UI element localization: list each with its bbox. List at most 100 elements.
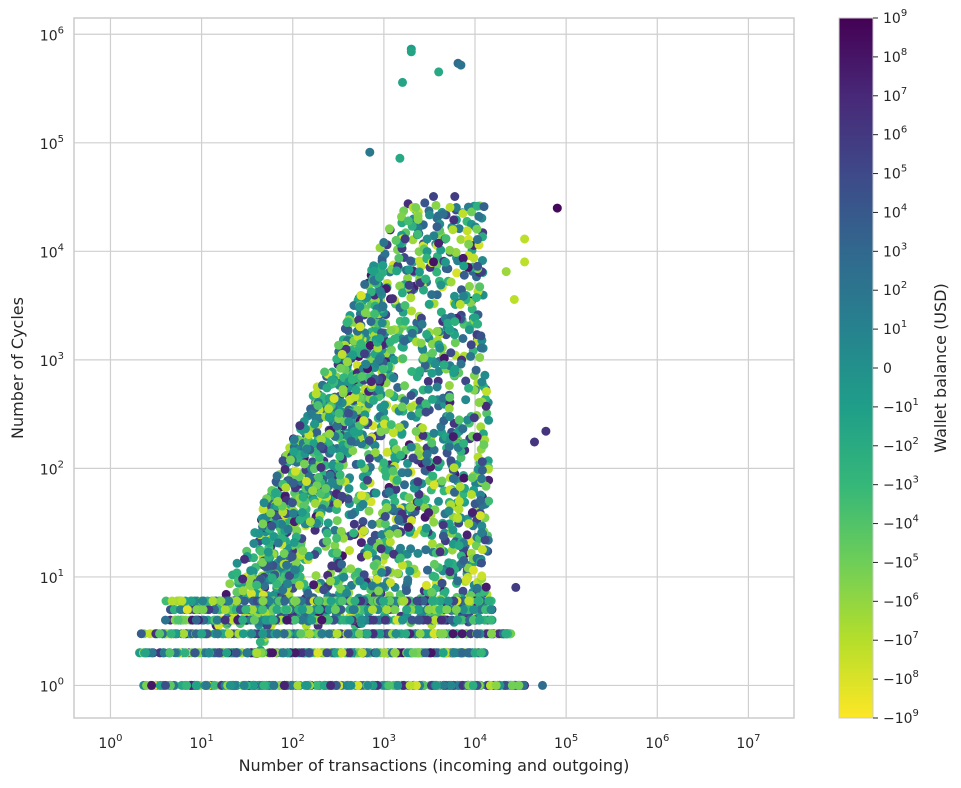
data-point <box>161 615 170 625</box>
data-point <box>511 582 521 592</box>
data-point <box>434 366 444 376</box>
data-point <box>290 615 300 625</box>
data-point <box>454 415 464 425</box>
data-point <box>346 564 356 574</box>
data-point <box>337 349 347 359</box>
data-point <box>428 471 438 481</box>
data-point <box>476 331 486 341</box>
data-point <box>413 548 423 558</box>
data-point <box>360 308 370 318</box>
data-point <box>415 267 424 277</box>
data-point <box>356 538 366 548</box>
data-point <box>399 596 409 606</box>
data-point <box>261 536 271 546</box>
data-point <box>248 680 257 690</box>
data-point <box>319 585 329 595</box>
data-point <box>295 580 305 590</box>
data-point <box>327 561 337 571</box>
data-point <box>435 547 445 557</box>
data-point <box>273 538 283 548</box>
data-point <box>379 458 389 468</box>
data-point <box>343 629 353 639</box>
data-point <box>448 629 458 639</box>
data-point <box>314 472 324 482</box>
data-point <box>453 513 463 523</box>
data-point <box>370 309 380 319</box>
data-point <box>462 575 472 585</box>
data-point <box>552 203 562 213</box>
data-point <box>382 447 392 457</box>
data-point <box>324 412 334 422</box>
data-point <box>313 648 323 658</box>
data-point <box>369 266 379 276</box>
data-point <box>302 680 312 690</box>
data-point <box>405 680 415 690</box>
data-point <box>347 510 357 520</box>
data-point <box>270 488 280 498</box>
data-point <box>538 680 547 690</box>
data-point <box>456 453 466 463</box>
data-point <box>436 280 446 290</box>
data-point <box>259 498 269 508</box>
data-point <box>356 459 366 469</box>
data-point <box>327 375 337 385</box>
data-point <box>406 503 416 512</box>
data-point <box>335 470 345 480</box>
data-point <box>456 359 466 369</box>
data-point <box>283 579 292 589</box>
data-point <box>382 605 392 615</box>
data-point <box>422 449 432 459</box>
data-point <box>389 549 399 559</box>
data-point <box>374 385 384 395</box>
data-point <box>477 545 487 555</box>
data-point <box>365 454 374 463</box>
data-point <box>394 514 404 524</box>
data-point <box>507 680 517 690</box>
data-point <box>304 605 314 615</box>
data-point <box>378 260 388 270</box>
data-point <box>258 629 268 639</box>
data-point <box>397 288 407 298</box>
data-point <box>430 615 440 625</box>
data-point <box>393 568 403 578</box>
data-point <box>458 586 468 596</box>
data-point <box>380 466 390 476</box>
data-point <box>246 589 256 599</box>
data-point <box>326 680 336 690</box>
data-point <box>474 211 484 221</box>
data-point <box>359 526 369 536</box>
data-point <box>468 565 478 575</box>
data-point <box>471 365 481 375</box>
data-point <box>360 349 369 359</box>
data-point <box>204 648 214 658</box>
data-point <box>342 588 352 598</box>
data-point <box>450 192 460 201</box>
data-point <box>297 615 307 625</box>
data-point <box>252 580 262 590</box>
data-point <box>249 539 259 548</box>
data-point <box>398 77 407 87</box>
data-point <box>432 382 442 392</box>
data-point <box>414 605 424 615</box>
data-point <box>421 399 431 409</box>
data-point <box>501 629 511 639</box>
data-point <box>310 499 320 508</box>
data-point <box>278 585 288 595</box>
data-point <box>198 605 208 615</box>
data-point <box>386 326 396 335</box>
data-point <box>310 525 320 535</box>
data-point <box>436 615 446 625</box>
data-point <box>509 295 519 304</box>
data-point <box>438 209 448 219</box>
data-point <box>388 428 398 438</box>
data-point <box>388 466 398 476</box>
data-point <box>459 291 468 301</box>
data-point <box>364 436 374 445</box>
data-point <box>238 586 248 596</box>
data-point <box>326 576 335 586</box>
data-point <box>429 231 439 241</box>
data-point <box>452 268 462 278</box>
data-point <box>422 234 432 244</box>
data-point <box>454 504 464 514</box>
data-point <box>386 420 396 430</box>
